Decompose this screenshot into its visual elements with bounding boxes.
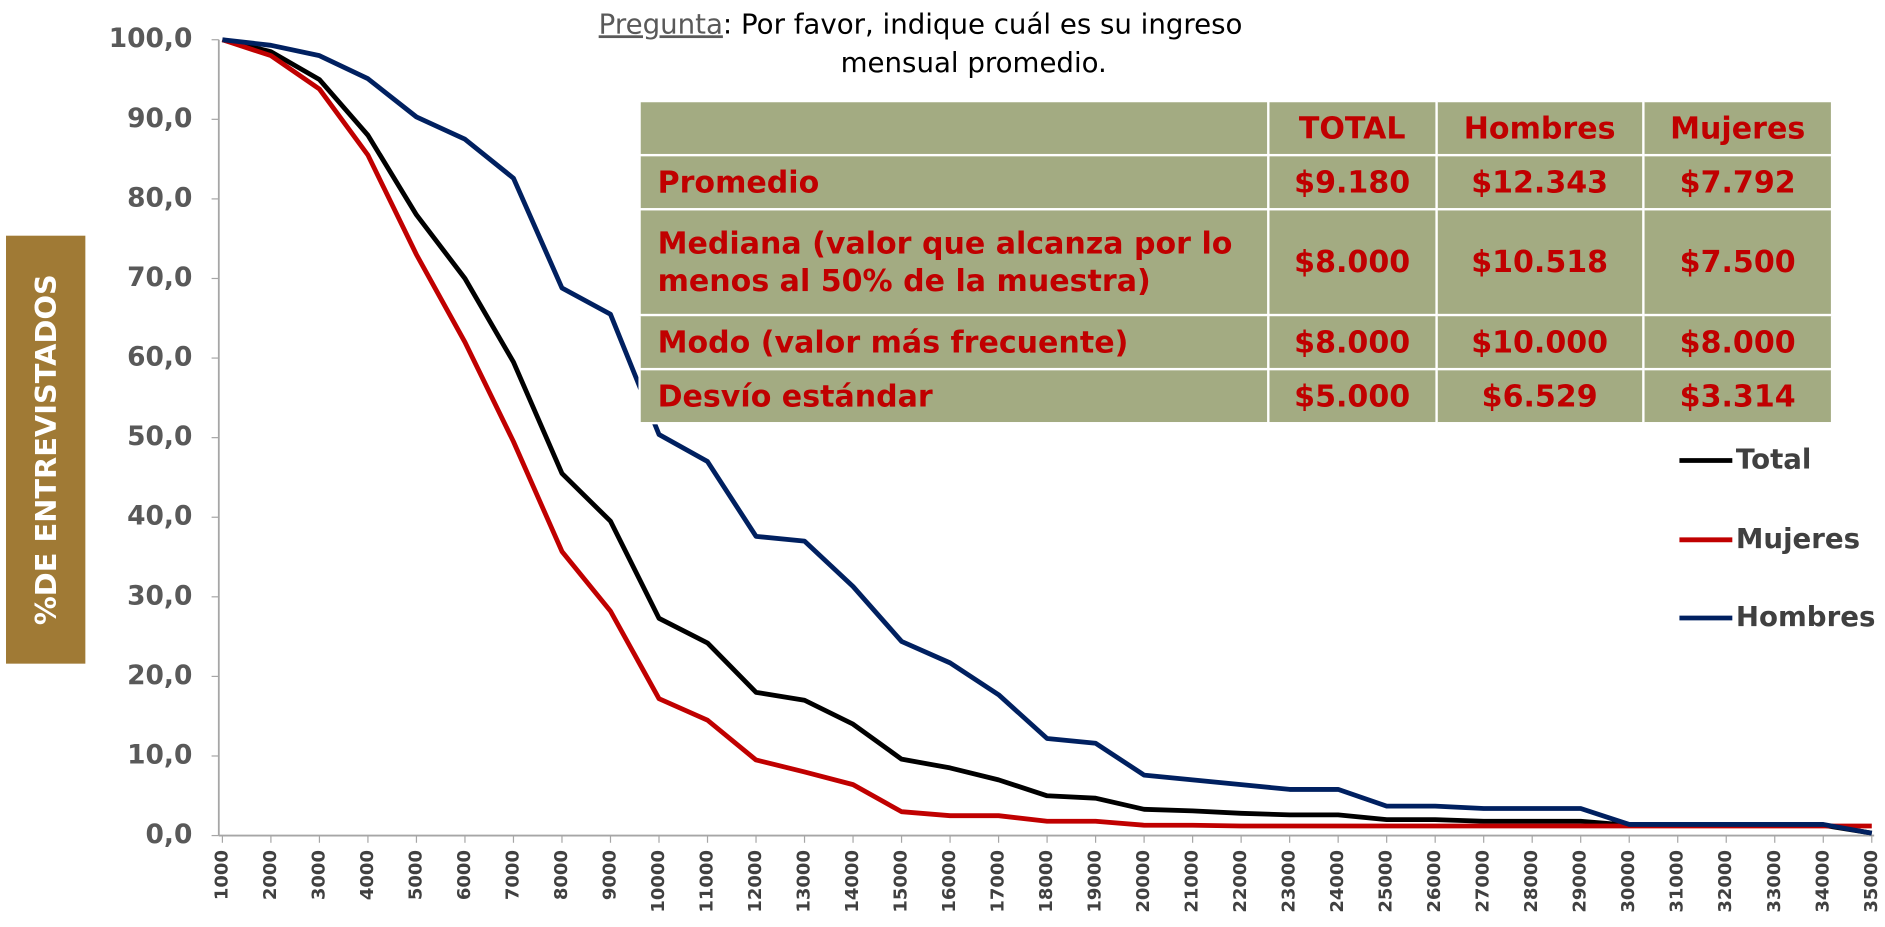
y-tick-label: 70,0: [127, 262, 192, 293]
table-row: Desvío estándar $5.000 $6.529 $3.314: [638, 367, 1834, 425]
value-cell: $8.000: [1267, 313, 1438, 371]
value-cell: $7.792: [1642, 154, 1834, 211]
x-tick-label: 5000: [405, 850, 426, 900]
value-cell: $12.343: [1434, 154, 1645, 211]
x-tick-label: 26000: [1424, 850, 1445, 913]
table-row: Modo (valor más frecuente) $8.000 $10.000 $…: [638, 313, 1834, 371]
x-tick-label: 24000: [1327, 850, 1348, 913]
value-cell: $8.000: [1267, 208, 1438, 316]
x-tick-label: 32000: [1715, 850, 1736, 913]
series-line: [221, 37, 1873, 836]
row-label: Mediana (valor que alcanza por lo menos …: [638, 208, 1270, 316]
x-tick-label: 1000: [211, 850, 232, 900]
row-label: Promedio: [638, 154, 1270, 211]
x-tick-label: 35000: [1861, 850, 1882, 913]
x-tick-label: 2000: [260, 850, 281, 900]
y-tick-label: 100,0: [109, 23, 193, 54]
plot: 0,0 10,0 20,0 30,0 40,0 50,0 60,0 70,0 80,0 90,0 1…: [109, 23, 1882, 912]
y-tick-label: 40,0: [127, 501, 192, 532]
y-tick-label: 90,0: [127, 103, 192, 134]
question-label: Pregunta: [599, 7, 723, 40]
x-tick-label: 7000: [502, 850, 523, 900]
y-tick-label: 10,0: [127, 739, 192, 770]
x-tick-label: 11000: [697, 850, 718, 913]
x-tick-label: 23000: [1279, 850, 1300, 913]
x-tick-label: 17000: [988, 850, 1009, 913]
y-tick-label: 80,0: [127, 182, 192, 213]
value-cell: $7.500: [1642, 208, 1834, 316]
y-tick-label: 50,0: [127, 421, 192, 452]
x-tick-label: 30000: [1618, 850, 1639, 913]
table-row: Mediana (valor que alcanza por lo menos …: [638, 208, 1834, 316]
x-tick-label: 27000: [1473, 850, 1494, 913]
x-tick-label: 34000: [1812, 850, 1833, 913]
x-tick-label: 31000: [1667, 850, 1688, 913]
y-tick-label: 30,0: [127, 580, 192, 611]
question: Pregunta: Por favor, indique cuál es su …: [599, 7, 1243, 40]
x-tick-label: 8000: [551, 850, 572, 900]
stats-table: TOTAL Hombres Mujeres Promedio $9.180 $12.34…: [638, 99, 1834, 425]
header-cell: Hombres: [1434, 99, 1645, 157]
question-text: : Por favor, indique cuál es su ingreso: [723, 7, 1243, 40]
value-cell: $9.180: [1267, 154, 1438, 211]
value-cell: $10.000: [1434, 313, 1645, 371]
y-label-box: [6, 235, 86, 664]
header-row: TOTAL Hombres Mujeres: [638, 99, 1834, 157]
y-tick-label: 0,0: [146, 819, 193, 850]
value-cell: $10.518: [1434, 208, 1645, 316]
x-tick-label: 20000: [1133, 850, 1154, 913]
table-row: Promedio $9.180 $12.343 $7.792: [638, 154, 1834, 211]
x-tick-label: 21000: [1182, 850, 1203, 913]
x-tick-label: 14000: [842, 850, 863, 913]
x-tick-label: 4000: [357, 850, 378, 900]
x-tick-label: 29000: [1570, 850, 1591, 913]
header-cell: TOTAL: [1267, 99, 1438, 157]
legend-label: Hombres: [1736, 600, 1875, 633]
x-tick-label: 3000: [308, 850, 329, 900]
series-line: [221, 37, 1872, 829]
x-tick-label: 25000: [1376, 850, 1397, 913]
y-axis-label: %DE ENTREVISTADOS: [29, 274, 63, 625]
value-cell: $6.529: [1434, 367, 1645, 425]
x-tick-label: 18000: [1036, 850, 1057, 913]
row-label: Desvío estándar: [638, 367, 1270, 425]
value-cell: $8.000: [1642, 313, 1834, 371]
x-tick-label: 13000: [794, 850, 815, 913]
value-cell: $5.000: [1267, 367, 1438, 425]
y-tick-label: 20,0: [127, 660, 192, 691]
x-tick-label: 28000: [1521, 850, 1542, 913]
value-cell: $3.314: [1642, 367, 1834, 425]
x-tick-label: 9000: [599, 850, 620, 900]
x-tick-label: 10000: [648, 850, 669, 913]
x-tick-label: 22000: [1230, 850, 1251, 913]
x-tick-label: 19000: [1085, 850, 1106, 913]
x-tick-label: 12000: [745, 850, 766, 913]
header-cell: Mujeres: [1642, 99, 1834, 157]
table: TOTAL Hombres Mujeres Promedio $9.180 $12.34…: [638, 99, 1834, 425]
question-text: mensual promedio.: [841, 46, 1107, 79]
x-tick-label: 16000: [939, 850, 960, 913]
legend-label: Total: [1736, 442, 1811, 475]
x-tick-label: 6000: [454, 850, 475, 900]
empty-cell: [638, 99, 1270, 157]
y-tick-label: 60,0: [127, 342, 192, 373]
legend-label: Mujeres: [1736, 522, 1860, 555]
series-line: [222, 37, 1873, 836]
x-tick-label: 33000: [1764, 850, 1785, 913]
x-tick-label: 15000: [891, 850, 912, 913]
row-label: Modo (valor más frecuente): [638, 313, 1270, 371]
